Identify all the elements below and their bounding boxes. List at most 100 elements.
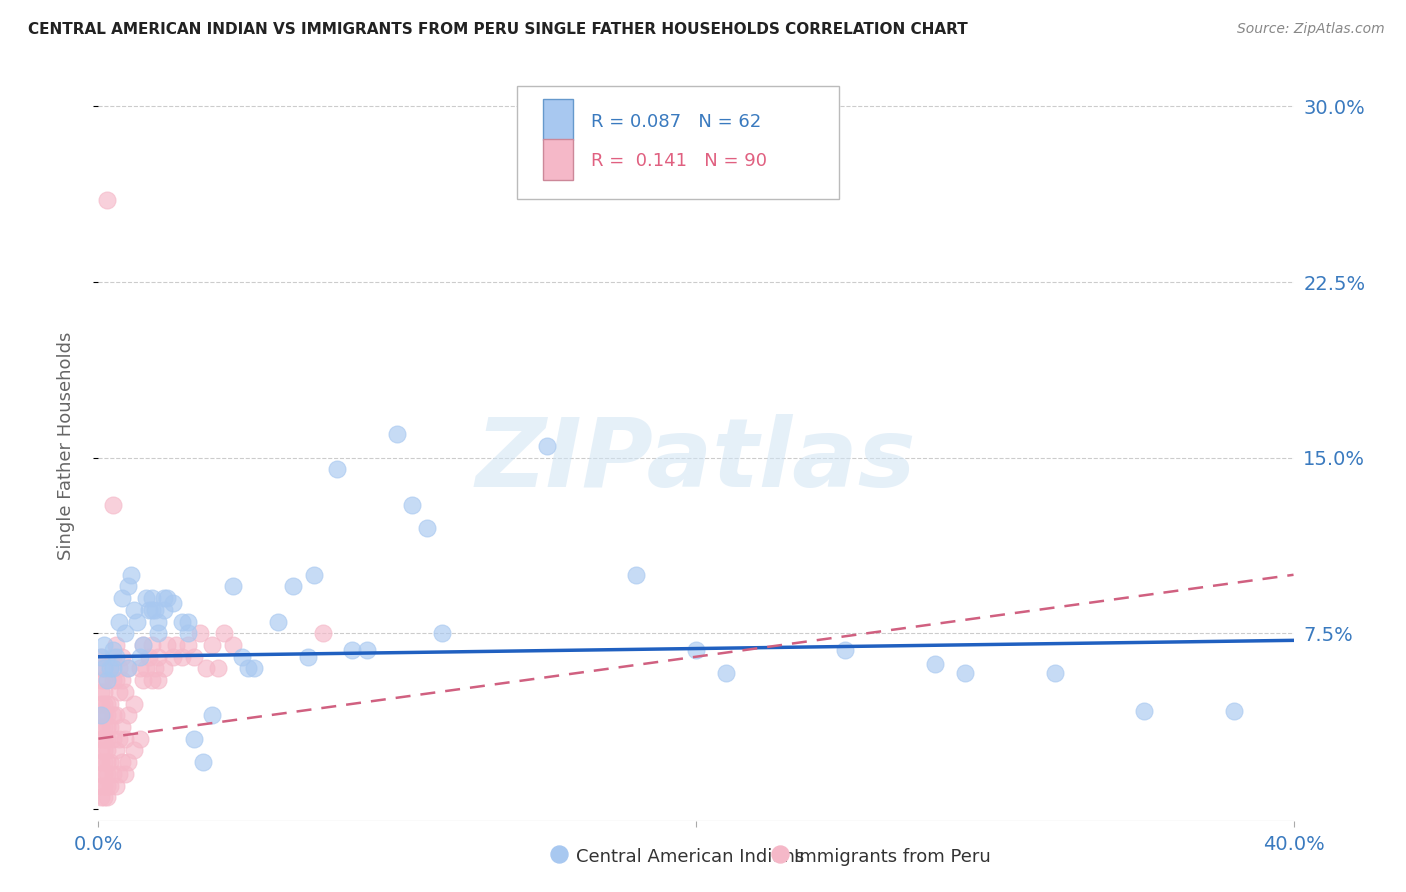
Point bbox=[141, 638, 163, 652]
Point bbox=[111, 649, 134, 664]
Point bbox=[953, 666, 976, 681]
Point bbox=[129, 661, 152, 675]
Point bbox=[177, 615, 200, 629]
Point bbox=[108, 767, 131, 781]
Bar bbox=[543, 139, 572, 180]
Point bbox=[148, 615, 170, 629]
Point bbox=[90, 661, 112, 675]
Point bbox=[103, 661, 125, 675]
Point bbox=[111, 755, 134, 769]
Point bbox=[302, 567, 325, 582]
Point bbox=[103, 498, 125, 512]
Point bbox=[127, 615, 149, 629]
Point bbox=[103, 649, 125, 664]
Point bbox=[93, 685, 115, 699]
Point bbox=[536, 439, 558, 453]
Point bbox=[834, 642, 856, 657]
Point bbox=[143, 603, 166, 617]
Point bbox=[90, 720, 112, 734]
Point bbox=[90, 649, 112, 664]
Point bbox=[93, 708, 115, 723]
Point bbox=[98, 661, 122, 675]
Point bbox=[96, 790, 118, 805]
Point bbox=[114, 767, 136, 781]
Text: Immigrants from Peru: Immigrants from Peru bbox=[794, 847, 991, 865]
Point bbox=[207, 661, 229, 675]
Point bbox=[132, 638, 155, 652]
Point bbox=[297, 649, 319, 664]
Point bbox=[90, 708, 112, 723]
Point bbox=[162, 649, 184, 664]
Point bbox=[108, 685, 131, 699]
Point bbox=[924, 657, 946, 671]
Point bbox=[1223, 704, 1246, 718]
Point bbox=[103, 642, 125, 657]
Point bbox=[201, 638, 224, 652]
Point bbox=[93, 697, 115, 711]
Text: Source: ZipAtlas.com: Source: ZipAtlas.com bbox=[1237, 22, 1385, 37]
Point bbox=[93, 755, 115, 769]
Point bbox=[93, 779, 115, 793]
Point bbox=[172, 615, 194, 629]
Point bbox=[267, 615, 290, 629]
Point bbox=[685, 642, 707, 657]
Point bbox=[98, 661, 122, 675]
Point bbox=[111, 720, 134, 734]
Point bbox=[356, 642, 378, 657]
Point bbox=[626, 567, 648, 582]
Point bbox=[108, 615, 131, 629]
Point bbox=[90, 685, 112, 699]
Text: Central American Indians: Central American Indians bbox=[576, 847, 804, 865]
Point bbox=[90, 779, 112, 793]
Point bbox=[191, 755, 214, 769]
Point bbox=[96, 697, 118, 711]
Point bbox=[90, 649, 112, 664]
Point bbox=[231, 649, 253, 664]
Point bbox=[96, 779, 118, 793]
Text: R = 0.087   N = 62: R = 0.087 N = 62 bbox=[591, 112, 761, 130]
Point bbox=[117, 580, 139, 594]
Point bbox=[103, 731, 125, 746]
Point bbox=[103, 767, 125, 781]
Point bbox=[243, 661, 266, 675]
Point bbox=[236, 661, 259, 675]
Point bbox=[105, 638, 128, 652]
Point bbox=[188, 626, 211, 640]
Point bbox=[96, 673, 118, 688]
Point bbox=[93, 661, 115, 675]
Point bbox=[98, 697, 122, 711]
Point bbox=[172, 649, 194, 664]
Point bbox=[1133, 704, 1156, 718]
Point bbox=[90, 673, 112, 688]
Text: ZIPatlas: ZIPatlas bbox=[475, 415, 917, 508]
Point bbox=[111, 673, 134, 688]
Point bbox=[114, 731, 136, 746]
Point bbox=[96, 767, 118, 781]
Text: R =  0.141   N = 90: R = 0.141 N = 90 bbox=[591, 152, 766, 169]
Point bbox=[416, 521, 439, 535]
Point bbox=[222, 580, 245, 594]
Point bbox=[124, 603, 146, 617]
Point bbox=[108, 661, 131, 675]
Point bbox=[165, 638, 187, 652]
Point bbox=[311, 626, 333, 640]
Point bbox=[98, 755, 122, 769]
Point bbox=[212, 626, 235, 640]
Point bbox=[93, 767, 115, 781]
Point bbox=[143, 661, 166, 675]
Point bbox=[98, 720, 122, 734]
Point bbox=[153, 603, 176, 617]
Point bbox=[153, 591, 176, 606]
Point bbox=[93, 673, 115, 688]
Point bbox=[114, 685, 136, 699]
Point bbox=[90, 708, 112, 723]
Point bbox=[96, 720, 118, 734]
Point bbox=[201, 708, 224, 723]
Point bbox=[117, 661, 139, 675]
Y-axis label: Single Father Households: Single Father Households bbox=[56, 332, 75, 560]
Point bbox=[105, 743, 128, 757]
Point bbox=[93, 638, 115, 652]
Point bbox=[111, 591, 134, 606]
Point bbox=[96, 193, 118, 207]
Point bbox=[141, 591, 163, 606]
